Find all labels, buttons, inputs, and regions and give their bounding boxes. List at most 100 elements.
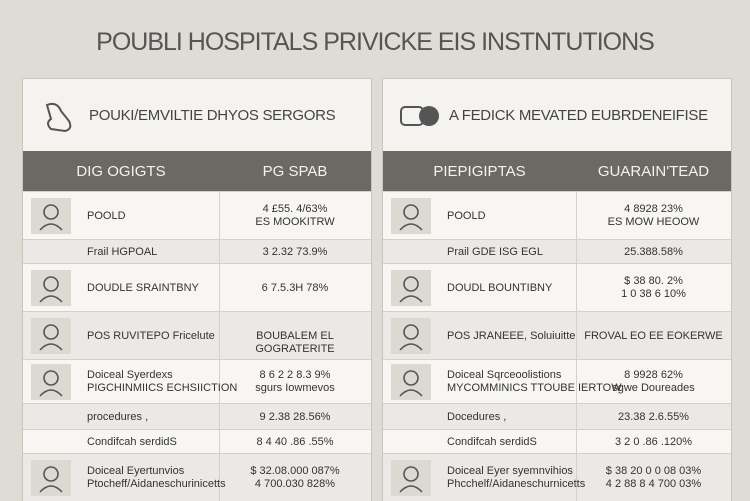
row-value: 4 8928 23% ES MOW HEOOW (576, 203, 731, 229)
row-icon (31, 460, 71, 496)
heading-text: POUKI/EMVILTIE DHYOS SERGORS (89, 107, 336, 124)
row-label: POS RUVITEPO Fricelute (87, 330, 215, 343)
row-label: Frail HGPOAL (87, 246, 157, 259)
row-icon (31, 270, 71, 306)
value-line: 1 0 38 6 10% (621, 288, 686, 300)
label-line: Condifcah serdidS (87, 435, 177, 448)
table-row: POS JRANEEE, Soluiuitte FROVAL EO EE EOKE… (383, 311, 731, 359)
label-line: Phcchelf/Aidaneschurnicetts (447, 478, 586, 490)
panel-heading: POUKI/EMVILTIE DHYOS SERGORS (23, 79, 371, 151)
row-value: BOUBALEM EL GOGRATERITE (219, 330, 371, 356)
column-divider (219, 240, 220, 263)
panel: A FEDICK MEVATED EUBRDENEIFISE PIEPIGIPT… (382, 78, 732, 501)
row-value: 8 4 40 .86 .55% (219, 436, 371, 449)
label-line: Condifcah serdidS (447, 435, 537, 448)
row-value: $ 38 80. 2% 1 0 38 6 10% (576, 275, 731, 301)
table-row: Doiceal Eyertunvios Ptocheff/Aidaneschuri… (23, 453, 371, 501)
value-line: $ 38 20 0 0 08 03% (605, 465, 702, 477)
value-line: FROVAL EO EE EOKERWE (584, 329, 723, 342)
row-value: 3 2.32 73.9% (219, 246, 371, 259)
value-line: 9 2.38 28.56% (259, 410, 331, 423)
table-row: DOUDLE SRAINTBNY 6 7.5.3H 78% (23, 263, 371, 311)
label-line: POS RUVITEPO Fricelute (87, 329, 215, 342)
row-label: Condifcah serdidS (87, 436, 177, 449)
label-line: DOUDL BOUNTIBNY (447, 281, 553, 294)
label-line: Doiceal Sqrceoolistions (447, 369, 562, 381)
row-value: FROVAL EO EE EOKERWE (576, 330, 731, 343)
column-divider (576, 192, 577, 239)
label-line: Doiceal Eyer syemnvihios (447, 465, 573, 477)
column-divider (576, 404, 577, 429)
row-value: 6 7.5.3H 78% (219, 282, 371, 295)
panel-heading: A FEDICK MEVATED EUBRDENEIFISE (383, 79, 731, 151)
value-line: 4 £55. 4/63% (262, 203, 328, 215)
heading-text: A FEDICK MEVATED EUBRDENEIFISE (449, 107, 708, 124)
value-line: 3 2 0 .86 .120% (614, 435, 693, 448)
row-label: DOUDLE SRAINTBNY (87, 282, 199, 295)
label-line: Prail GDE ISG EGL (447, 245, 543, 258)
row-icon (391, 364, 431, 400)
row-icon (391, 270, 431, 306)
row-value: $ 38 20 0 0 08 03% 4 2 88 8 4 700 03% (576, 465, 731, 491)
label-line: POOLD (447, 209, 486, 222)
label-line: Doiceal Syerdexs (87, 369, 173, 381)
table-row: Doiceal Eyer syemnvihios Phcchelf/Aidanes… (383, 453, 731, 501)
panel: POUKI/EMVILTIE DHYOS SERGORS DIG OGIGTS P… (22, 78, 372, 501)
value-line: 8 6 2 2 8.3 9% (259, 369, 331, 381)
column-divider (576, 264, 577, 311)
column-divider (576, 360, 577, 403)
row-value: 3 2 0 .86 .120% (576, 436, 731, 449)
column-divider (219, 430, 220, 453)
label-line: Frail HGPOAL (87, 245, 158, 258)
label-line: Docedures , (447, 410, 507, 423)
column-divider (219, 312, 220, 359)
row-label: POS JRANEEE, Soluiuitte (447, 330, 575, 343)
row-label: Doiceal Syerdexs PIGCHINMIICS ECHSIICTION (87, 369, 237, 395)
column-header: PG SPAB (262, 163, 328, 180)
row-icon (31, 198, 71, 234)
table-row: Doiceal Sqrceoolistions MYCOMMINICS TTOUB… (383, 359, 731, 403)
row-icon (31, 364, 71, 400)
table-row: POOLD 4 8928 23% ES MOW HEOOW (383, 191, 731, 239)
row-label: Doiceal Eyertunvios Ptocheff/Aidaneschuri… (87, 465, 226, 491)
row-label: Docedures , (447, 411, 506, 424)
row-label: DOUDL BOUNTIBNY (447, 282, 552, 295)
heading-icon (400, 106, 439, 126)
row-value: 25.388.58% (576, 246, 731, 259)
label-line: Ptocheff/Aidaneschurinicetts (87, 478, 226, 490)
row-value: 4 £55. 4/63% ES MOOKITRW (219, 203, 371, 229)
table-header: DIG OGIGTS PG SPAB (23, 151, 371, 191)
row-value: 8 6 2 2 8.3 9% sgurs Iowmevos (219, 369, 371, 395)
table-header: PIEPIGIPTAS GUARAIN'TEAD (383, 151, 731, 191)
row-value: $ 32.08.000 087% 4 700.030 828% (219, 465, 371, 491)
value-line: sgwe Doureades (612, 382, 695, 394)
table-row: Prail GDE ISG EGL 25.388.58% (383, 239, 731, 263)
value-line: 23.38 2.6.55% (618, 410, 689, 423)
label-line: Doiceal Eyertunvios (87, 465, 185, 477)
value-line: 4 2 88 8 4 700 03% (605, 478, 702, 490)
row-value: 9 2.38 28.56% (219, 411, 371, 424)
label-line: POOLD (87, 209, 126, 222)
column-divider (576, 240, 577, 263)
column-divider (219, 404, 220, 429)
column-divider (576, 430, 577, 453)
value-line: BOUBALEM EL GOGRATERITE (255, 329, 335, 355)
column-divider (219, 454, 220, 501)
row-icon (391, 318, 431, 354)
row-label: procedures , (87, 411, 148, 424)
row-icon (391, 198, 431, 234)
column-header: GUARAIN'TEAD (597, 163, 710, 180)
value-line: 25.388.58% (624, 245, 683, 258)
column-divider (576, 312, 577, 359)
table-row: Condifcah serdidS 8 4 40 .86 .55% (23, 429, 371, 453)
row-value: 23.38 2.6.55% (576, 411, 731, 424)
value-line: ES MOW HEOOW (607, 216, 700, 228)
label-line: DOUDLE SRAINTBNY (87, 281, 199, 294)
column-divider (576, 454, 577, 501)
label-line: POS JRANEEE, Soluiuitte (447, 329, 576, 342)
value-line: $ 38 80. 2% (624, 275, 683, 287)
value-line: 4 700.030 828% (254, 478, 336, 490)
row-icon (31, 318, 71, 354)
value-line: 8 9928 62% (624, 369, 683, 381)
